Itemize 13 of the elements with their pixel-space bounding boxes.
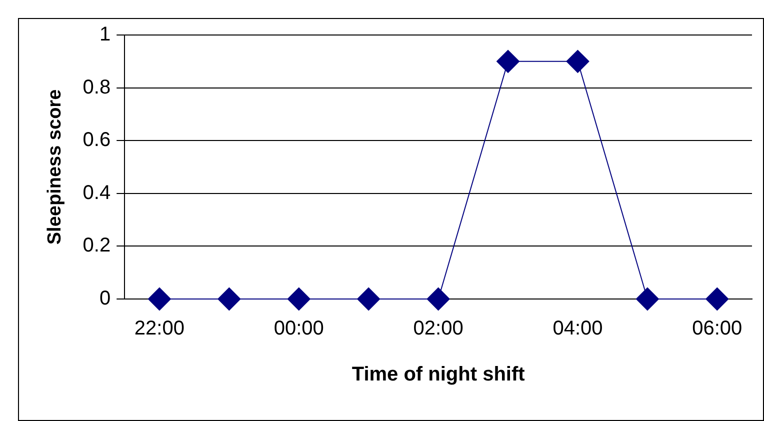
x-tick-label: 22:00 xyxy=(134,318,184,340)
x-tick-label: 00:00 xyxy=(274,318,324,340)
x-tick-label: 02:00 xyxy=(413,318,464,340)
y-tick-label: 1 xyxy=(99,24,111,46)
y-tick-label: 0.6 xyxy=(82,129,111,152)
x-tick-label: 06:00 xyxy=(692,318,742,340)
x-axis-title: Time of night shift xyxy=(352,364,526,386)
y-tick-label: 0.4 xyxy=(82,182,111,204)
y-tick-label: 0 xyxy=(99,288,111,310)
y-tick-label: 0.2 xyxy=(82,234,111,257)
y-tick-label: 0.8 xyxy=(82,76,111,98)
x-tick-label: 04:00 xyxy=(552,318,603,340)
y-axis-title: Sleepiness score xyxy=(44,89,66,245)
